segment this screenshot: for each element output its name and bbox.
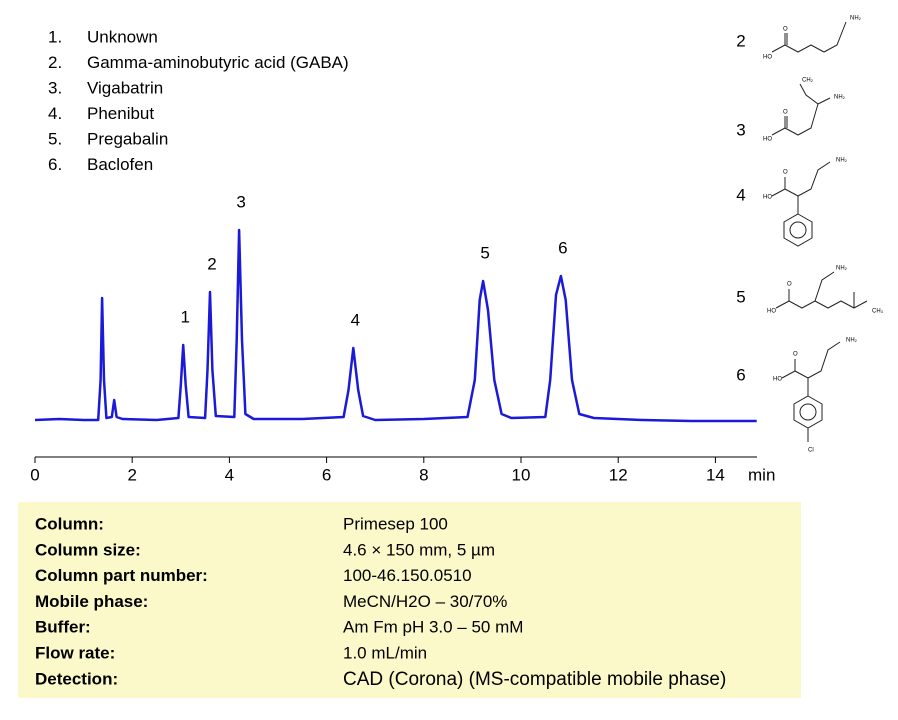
atom-label: HO: [767, 309, 776, 315]
condition-value: Am Fm pH 3.0 – 50 mM: [343, 618, 523, 637]
atom-label: HO: [763, 195, 772, 201]
structure-label: 4: [736, 185, 745, 204]
atom-label: NH₂: [836, 158, 848, 164]
x-tick-label: 8: [419, 465, 428, 484]
atom-label: NH₂: [836, 266, 848, 272]
x-tick-label: 0: [30, 465, 39, 484]
compound-name: Pregabalin: [87, 129, 168, 148]
compound-number: 6.: [48, 155, 62, 174]
condition-name: Column size:: [35, 540, 141, 559]
structure-gaba: [771, 21, 847, 53]
compound-number: 3.: [48, 78, 62, 97]
atom-label: CH₃: [872, 309, 884, 315]
compound-number: 4.: [48, 104, 62, 123]
trace: [34, 228, 757, 423]
x-tick-label: 12: [609, 465, 628, 484]
peak-label: 6: [558, 238, 567, 257]
structure-baclofen: [781, 341, 841, 442]
condition-name: Column:: [35, 514, 104, 533]
condition-value: 4.6 × 150 mm, 5 µm: [343, 540, 495, 559]
atom-label: Cl: [808, 448, 814, 454]
peak-label: 1: [180, 307, 189, 326]
condition-name: Flow rate:: [35, 643, 115, 662]
condition-value: MeCN/H2O – 30/70%: [343, 592, 507, 611]
structure-label: 6: [736, 365, 745, 384]
x-tick-label: 2: [127, 465, 136, 484]
peak-label: 2: [207, 254, 216, 273]
compound-name: Unknown: [87, 27, 158, 46]
structure-vigabatrin: [771, 83, 831, 136]
compound-name: Baclofen: [87, 155, 153, 174]
structure-label: 2: [736, 31, 745, 50]
condition-value: 1.0 mL/min: [343, 643, 427, 662]
condition-name: Mobile phase:: [35, 592, 148, 611]
condition-name: Detection:: [35, 669, 118, 688]
x-tick-label: 4: [225, 465, 234, 484]
condition-name: Buffer:: [35, 618, 91, 637]
atom-label: O: [783, 27, 788, 33]
atom-label: CH₂: [802, 78, 814, 84]
x-tick-label: 6: [322, 465, 331, 484]
x-axis-label: min: [748, 465, 775, 484]
atom-label: O: [793, 352, 798, 358]
peak-label: 5: [480, 243, 489, 262]
atom-label: O: [787, 282, 792, 288]
condition-value: CAD (Corona) (MS-compatible mobile phase…: [343, 669, 726, 690]
atom-label: NH₂: [834, 95, 846, 101]
peak-label: 4: [351, 310, 360, 329]
atom-label: HO: [773, 377, 782, 383]
structure-label: 5: [736, 287, 745, 306]
atom-label: HO: [763, 137, 772, 143]
atom-label: HO: [763, 55, 772, 61]
atom-label: NH₂: [850, 16, 862, 22]
peak-label: 3: [236, 192, 245, 211]
atom-label: NH₂: [846, 338, 858, 344]
x-tick-label: 14: [706, 465, 725, 484]
structure-phenibut: [771, 161, 831, 247]
condition-value: 100-46.150.0510: [343, 566, 472, 585]
condition-value: Primesep 100: [343, 514, 448, 533]
compound-number: 5.: [48, 129, 62, 148]
structure-label: 3: [736, 120, 745, 139]
compound-number: 1.: [48, 27, 62, 46]
compound-name: Vigabatrin: [87, 78, 163, 97]
compound-name: Phenibut: [87, 104, 154, 123]
compound-name: Gamma-aminobutyric acid (GABA): [87, 53, 349, 72]
compound-number: 2.: [48, 53, 62, 72]
atom-label: O: [783, 110, 788, 116]
condition-name: Column part number:: [35, 566, 208, 585]
conditions-box: [18, 502, 801, 698]
structure-pregabalin: [775, 271, 868, 309]
x-tick-label: 10: [512, 465, 531, 484]
atom-label: O: [783, 170, 788, 176]
